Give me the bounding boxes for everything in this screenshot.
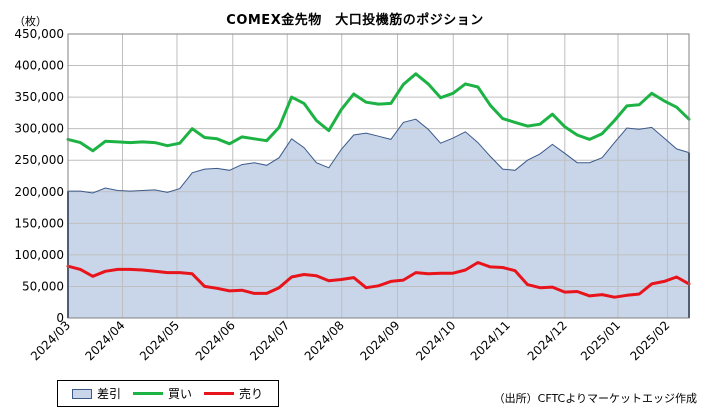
legend-swatch-net bbox=[72, 388, 92, 399]
legend: 差引 買い 売り bbox=[57, 380, 279, 407]
y-tick-label: 150,000 bbox=[14, 216, 64, 230]
legend-item-short: 売り bbox=[204, 385, 263, 402]
x-tick-label: 2024/10 bbox=[413, 318, 458, 363]
x-tick-label: 2024/06 bbox=[193, 318, 238, 363]
legend-item-net: 差引 bbox=[72, 385, 121, 402]
y-axis-unit-label: （枚） bbox=[14, 15, 47, 28]
x-tick-label: 2024/11 bbox=[468, 318, 513, 363]
series-net-area bbox=[68, 119, 689, 318]
series-long-line bbox=[66, 72, 691, 153]
chart-title: COMEX金先物 大口投機筋のポジション bbox=[226, 13, 484, 28]
plot-border bbox=[67, 33, 690, 319]
x-tick-label: 2024/12 bbox=[525, 318, 570, 363]
x-tick-label: 2024/03 bbox=[28, 318, 73, 363]
series-short-line bbox=[66, 261, 691, 299]
y-tick-label: 100,000 bbox=[14, 248, 64, 262]
y-tick-label: 0 bbox=[56, 311, 64, 325]
y-tick-label: 350,000 bbox=[14, 90, 64, 104]
y-tick-label: 50,000 bbox=[22, 279, 64, 293]
x-tick-label: 2024/05 bbox=[137, 318, 182, 363]
legend-item-long: 買い bbox=[133, 385, 192, 402]
y-tick-label: 400,000 bbox=[14, 59, 64, 73]
legend-swatch-long bbox=[133, 392, 164, 395]
legend-label-long: 買い bbox=[168, 387, 193, 401]
y-tick-label: 300,000 bbox=[14, 122, 64, 136]
x-tick-label: 2024/07 bbox=[247, 318, 292, 363]
x-tick-label: 2025/01 bbox=[578, 318, 623, 363]
legend-swatch-short bbox=[204, 392, 235, 395]
source-note: （出所）CFTCよりマーケットエッジ作成 bbox=[493, 392, 697, 405]
legend-label-net: 差引 bbox=[97, 387, 122, 401]
series-net-edge bbox=[68, 118, 690, 194]
y-tick-label: 450,000 bbox=[14, 27, 64, 41]
y-tick-label: 250,000 bbox=[14, 153, 64, 167]
legend-label-short: 売り bbox=[239, 387, 264, 401]
x-tick-label: 2024/08 bbox=[302, 318, 347, 363]
x-tick-label: 2024/09 bbox=[357, 318, 402, 363]
y-tick-label: 200,000 bbox=[14, 185, 64, 199]
x-tick-label: 2025/02 bbox=[627, 318, 672, 363]
x-tick-label: 2024/04 bbox=[82, 318, 127, 363]
